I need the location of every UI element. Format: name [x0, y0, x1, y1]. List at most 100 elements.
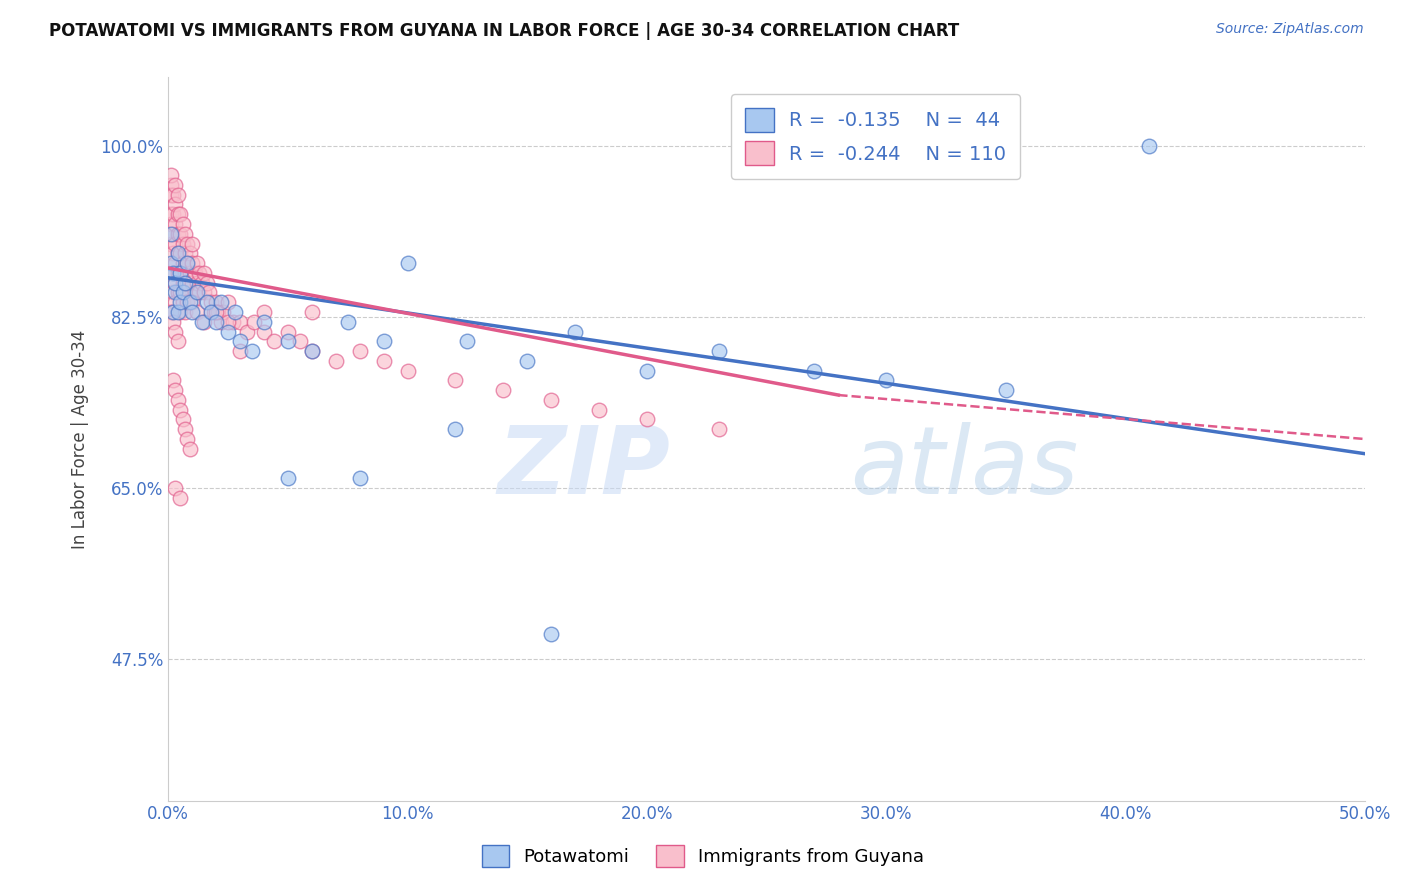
- Point: [217, 325, 239, 339]
- Point: [186, 276, 208, 290]
- Point: [263, 334, 285, 349]
- Point: [564, 325, 586, 339]
- Point: [243, 315, 266, 329]
- Point: [222, 315, 245, 329]
- Point: [166, 246, 188, 260]
- Point: [875, 373, 897, 387]
- Point: [803, 363, 825, 377]
- Point: [516, 354, 538, 368]
- Point: [165, 256, 187, 270]
- Point: [162, 305, 184, 319]
- Point: [162, 285, 184, 300]
- Point: [165, 481, 187, 495]
- Text: Source: ZipAtlas.com: Source: ZipAtlas.com: [1216, 22, 1364, 37]
- Point: [162, 315, 184, 329]
- Point: [162, 187, 184, 202]
- Point: [205, 315, 228, 329]
- Point: [444, 422, 467, 436]
- Point: [373, 354, 395, 368]
- Y-axis label: In Labor Force | Age 30-34: In Labor Force | Age 30-34: [72, 329, 89, 549]
- Point: [159, 168, 181, 182]
- Point: [325, 354, 347, 368]
- Point: [349, 471, 371, 485]
- Point: [277, 334, 299, 349]
- Point: [166, 334, 188, 349]
- Point: [176, 432, 198, 446]
- Point: [169, 305, 191, 319]
- Point: [253, 315, 276, 329]
- Point: [176, 276, 198, 290]
- Point: [162, 266, 184, 280]
- Point: [172, 256, 194, 270]
- Point: [165, 197, 187, 211]
- Point: [202, 305, 225, 319]
- Point: [166, 187, 188, 202]
- Point: [162, 207, 184, 221]
- Point: [588, 402, 610, 417]
- Point: [181, 305, 204, 319]
- Point: [165, 285, 187, 300]
- Text: ZIP: ZIP: [498, 422, 671, 514]
- Point: [636, 363, 658, 377]
- Point: [181, 276, 204, 290]
- Point: [636, 412, 658, 426]
- Point: [277, 471, 299, 485]
- Point: [172, 217, 194, 231]
- Point: [176, 256, 198, 270]
- Point: [169, 227, 191, 241]
- Point: [207, 305, 229, 319]
- Point: [205, 305, 228, 319]
- Point: [181, 256, 204, 270]
- Point: [165, 383, 187, 397]
- Point: [172, 285, 194, 300]
- Point: [165, 276, 187, 290]
- Point: [186, 256, 208, 270]
- Point: [169, 207, 191, 221]
- Point: [707, 422, 730, 436]
- Point: [165, 178, 187, 192]
- Text: atlas: atlas: [851, 423, 1078, 514]
- Point: [193, 285, 215, 300]
- Point: [174, 285, 197, 300]
- Point: [159, 178, 181, 192]
- Point: [162, 305, 184, 319]
- Point: [172, 236, 194, 251]
- Point: [169, 285, 191, 300]
- Point: [240, 344, 263, 359]
- Point: [159, 217, 181, 231]
- Point: [165, 325, 187, 339]
- Point: [174, 246, 197, 260]
- Point: [195, 295, 218, 310]
- Text: POTAWATOMI VS IMMIGRANTS FROM GUYANA IN LABOR FORCE | AGE 30-34 CORRELATION CHAR: POTAWATOMI VS IMMIGRANTS FROM GUYANA IN …: [49, 22, 959, 40]
- Point: [209, 295, 232, 310]
- Point: [277, 325, 299, 339]
- Point: [212, 305, 235, 319]
- Point: [183, 285, 205, 300]
- Point: [229, 334, 252, 349]
- Point: [179, 266, 201, 280]
- Point: [209, 315, 232, 329]
- Point: [492, 383, 515, 397]
- Point: [253, 325, 276, 339]
- Point: [159, 227, 181, 241]
- Point: [162, 373, 184, 387]
- Point: [707, 344, 730, 359]
- Point: [176, 295, 198, 310]
- Point: [396, 363, 419, 377]
- Point: [540, 627, 562, 641]
- Point: [205, 295, 228, 310]
- Point: [179, 246, 201, 260]
- Point: [169, 266, 191, 280]
- Point: [166, 285, 188, 300]
- Point: [166, 207, 188, 221]
- Point: [301, 305, 323, 319]
- Point: [166, 266, 188, 280]
- Point: [288, 334, 311, 349]
- Point: [162, 227, 184, 241]
- Point: [224, 305, 246, 319]
- Point: [253, 305, 276, 319]
- Point: [301, 344, 323, 359]
- Point: [174, 227, 197, 241]
- Point: [373, 334, 395, 349]
- Point: [166, 392, 188, 407]
